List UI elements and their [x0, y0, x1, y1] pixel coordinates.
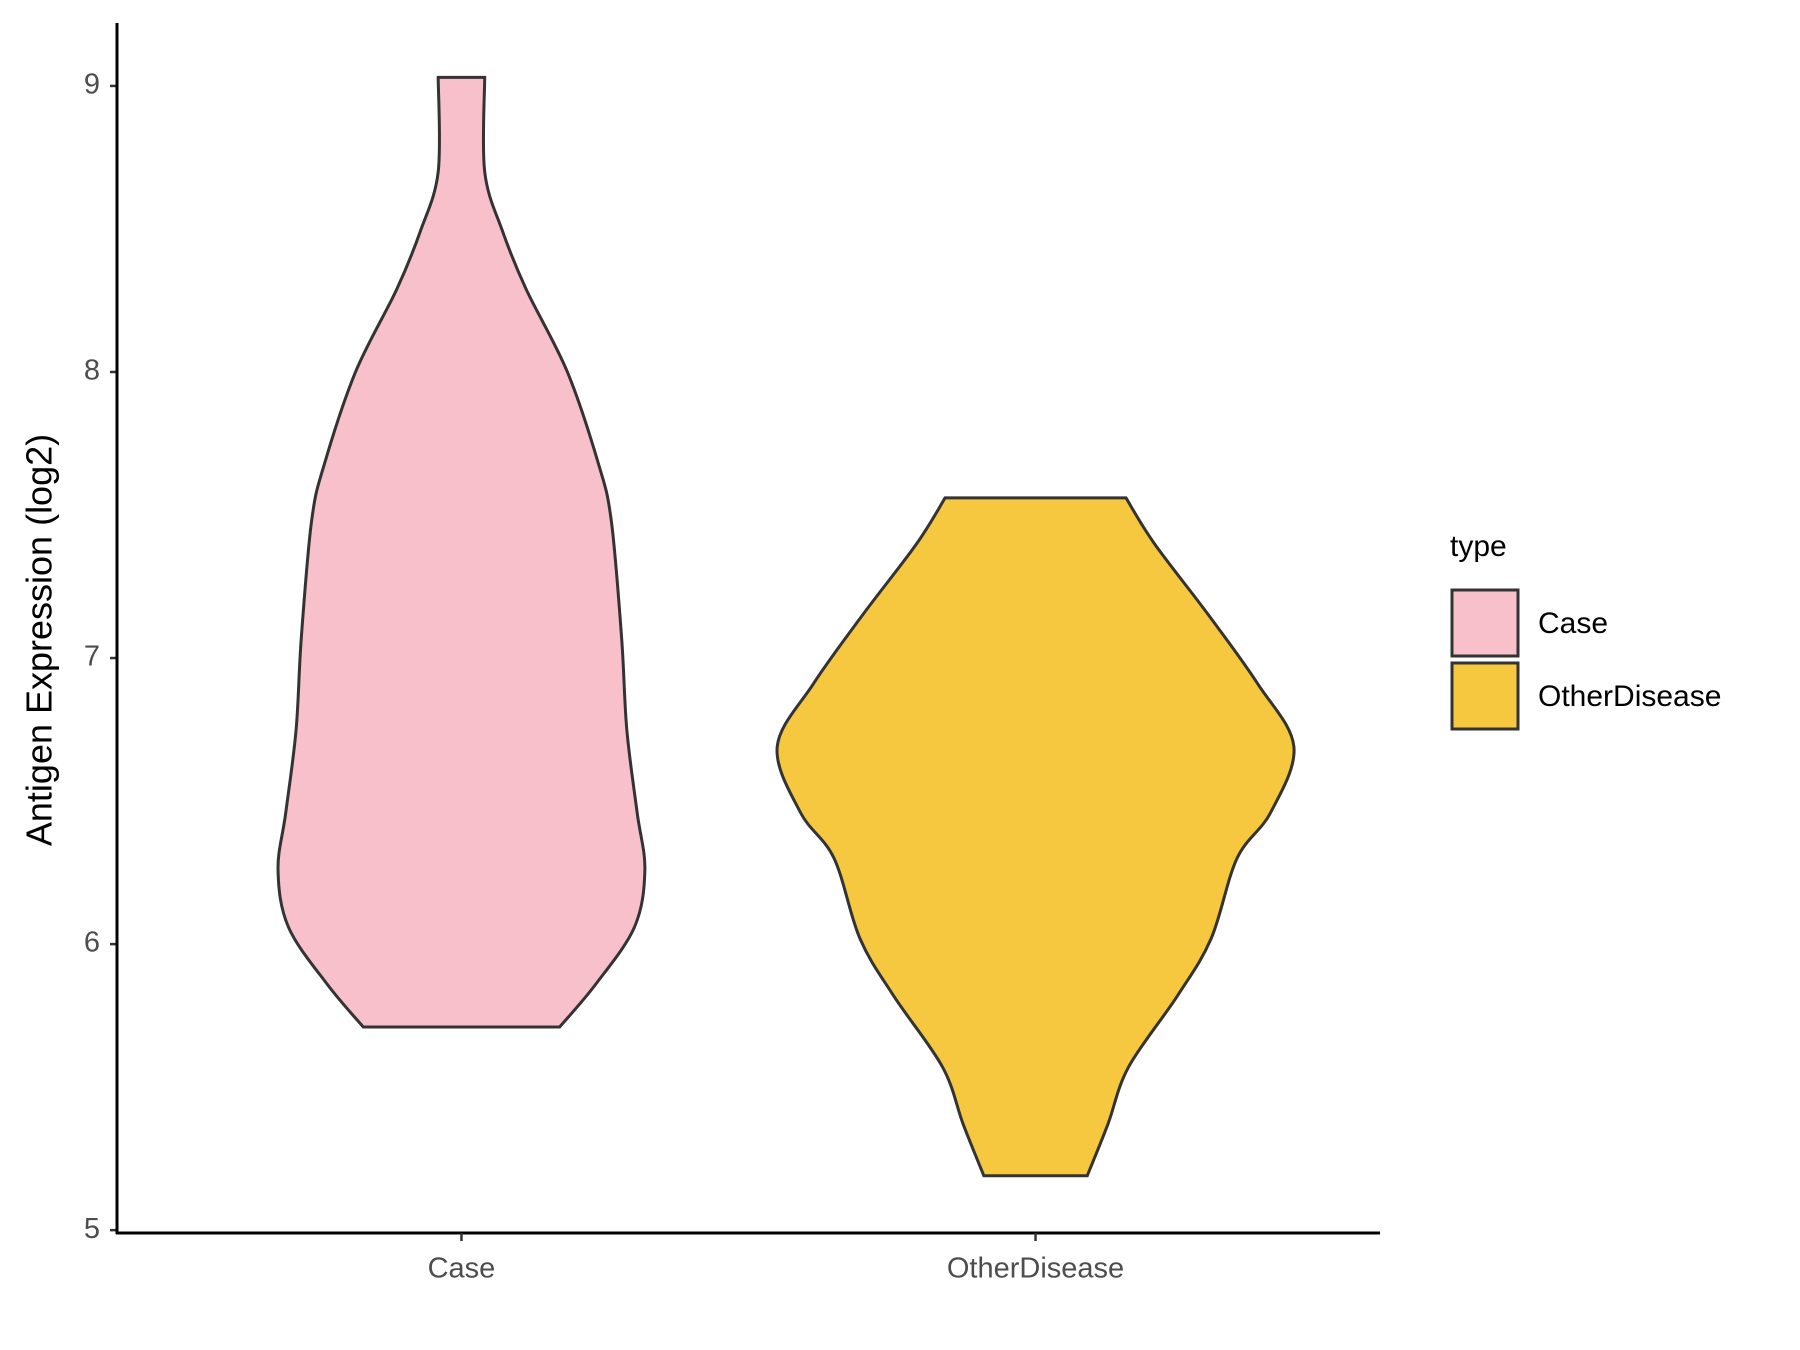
y-tick-label: 7 [84, 641, 100, 673]
violin [775, 496, 1296, 1178]
x-tick-label: OtherDisease [947, 1253, 1124, 1285]
legend-label: OtherDisease [1538, 680, 1721, 713]
legend-key [1450, 661, 1520, 731]
legend-title: type [1450, 530, 1507, 563]
y-tick-label: 8 [84, 355, 100, 387]
y-tick-label: 9 [84, 69, 100, 101]
x-tick-label: Case [428, 1253, 496, 1285]
y-axis-title: Antigen Expression (log2) [19, 434, 60, 846]
y-tick-label: 6 [84, 927, 100, 959]
violin [276, 75, 647, 1029]
legend-key [1450, 588, 1520, 658]
legend-label: Case [1538, 607, 1608, 640]
y-tick-label: 5 [84, 1213, 100, 1245]
